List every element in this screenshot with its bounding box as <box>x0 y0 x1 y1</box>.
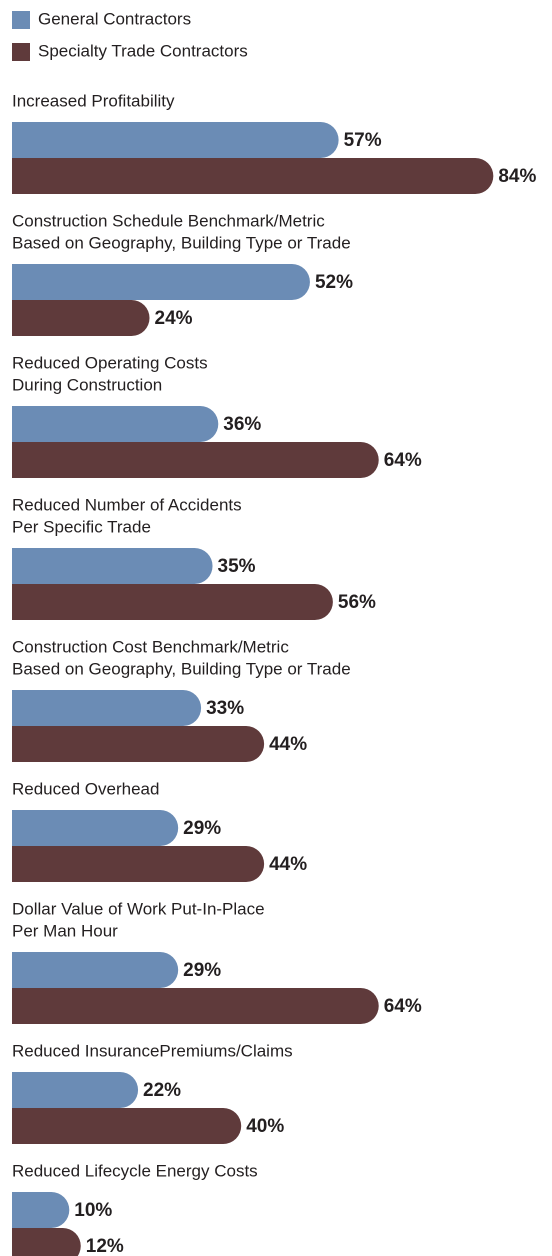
legend-swatch <box>12 43 30 61</box>
value-label: 56% <box>338 592 376 613</box>
category-label: Reduced Number of Accidents <box>12 495 242 514</box>
bar <box>12 726 265 762</box>
category-label: Dollar Value of Work Put-In-Place <box>12 899 265 918</box>
category-label: Reduced Overhead <box>12 779 159 798</box>
bar <box>12 442 379 478</box>
bar <box>12 406 219 442</box>
value-label: 64% <box>384 450 422 471</box>
value-label: 33% <box>206 698 244 719</box>
legend-label: Specialty Trade Contractors <box>38 41 248 60</box>
value-label: 24% <box>155 308 193 329</box>
bar <box>12 810 179 846</box>
bar <box>12 1072 139 1108</box>
value-label: 10% <box>74 1200 112 1221</box>
bar <box>12 122 339 158</box>
bar <box>12 988 379 1024</box>
legend-swatch <box>12 11 30 29</box>
category-label: Based on Geography, Building Type or Tra… <box>12 233 351 252</box>
value-label: 12% <box>86 1236 124 1256</box>
value-label: 84% <box>498 166 536 187</box>
category-label: Per Man Hour <box>12 921 118 940</box>
value-label: 40% <box>246 1116 284 1137</box>
category-label: Per Specific Trade <box>12 517 151 536</box>
value-label: 52% <box>315 272 353 293</box>
value-label: 44% <box>269 734 307 755</box>
bar <box>12 300 150 336</box>
bar <box>12 1228 81 1256</box>
category-label: Reduced Lifecycle Energy Costs <box>12 1161 258 1180</box>
category-label: Construction Cost Benchmark/Metric <box>12 637 289 656</box>
value-label: 22% <box>143 1080 181 1101</box>
category-label: Reduced InsurancePremiums/Claims <box>12 1041 293 1060</box>
bar <box>12 1108 242 1144</box>
category-label: Construction Schedule Benchmark/Metric <box>12 211 325 230</box>
value-label: 44% <box>269 854 307 875</box>
value-label: 64% <box>384 996 422 1017</box>
value-label: 35% <box>218 556 256 577</box>
category-label: Reduced Operating Costs <box>12 353 208 372</box>
category-label: During Construction <box>12 375 162 394</box>
bar <box>12 846 265 882</box>
value-label: 57% <box>344 130 382 151</box>
bar <box>12 690 202 726</box>
value-label: 36% <box>223 414 261 435</box>
bar <box>12 1192 70 1228</box>
bar <box>12 584 333 620</box>
value-label: 29% <box>183 818 221 839</box>
bar <box>12 952 179 988</box>
value-label: 29% <box>183 960 221 981</box>
bar <box>12 264 310 300</box>
bar <box>12 158 494 194</box>
legend-label: General Contractors <box>38 9 191 28</box>
category-label: Based on Geography, Building Type or Tra… <box>12 659 351 678</box>
category-label: Increased Profitability <box>12 91 175 110</box>
bar <box>12 548 213 584</box>
